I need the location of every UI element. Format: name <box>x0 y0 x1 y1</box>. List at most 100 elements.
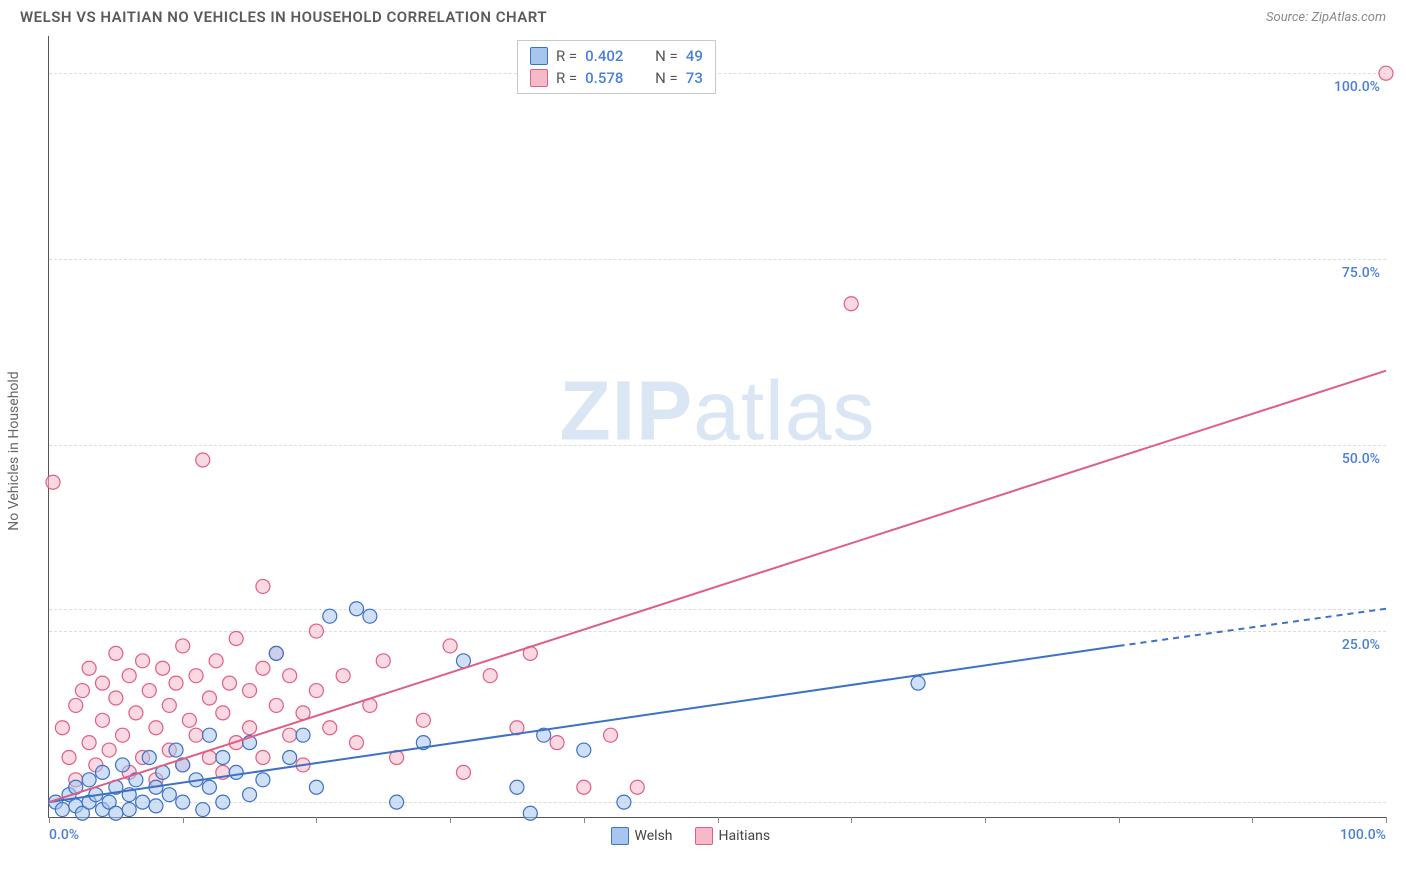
data-point-haitians <box>376 654 390 668</box>
data-point-haitians <box>196 453 210 467</box>
x-tick <box>1386 817 1387 823</box>
data-point-haitians <box>577 780 591 794</box>
trend-line-welsh <box>49 646 1119 802</box>
data-point-haitians <box>309 684 323 698</box>
data-point-haitians <box>156 661 170 675</box>
data-point-haitians <box>256 661 270 675</box>
data-point-haitians <box>55 721 69 735</box>
stats-box: R = 0.402 N = 49 R = 0.578 N = 73 <box>517 40 716 94</box>
data-point-welsh <box>82 773 96 787</box>
x-tick <box>584 817 585 823</box>
data-point-welsh <box>323 609 337 623</box>
x-tick <box>183 817 184 823</box>
data-point-welsh <box>577 743 591 757</box>
data-point-welsh <box>243 788 257 802</box>
data-point-haitians <box>46 475 60 489</box>
data-point-haitians <box>202 691 216 705</box>
data-point-haitians <box>162 698 176 712</box>
data-point-welsh <box>202 728 216 742</box>
data-point-welsh <box>109 806 123 820</box>
data-point-welsh <box>283 750 297 764</box>
data-point-haitians <box>216 706 230 720</box>
data-point-welsh <box>456 654 470 668</box>
data-point-haitians <box>69 698 83 712</box>
data-point-haitians <box>95 676 109 690</box>
data-point-haitians <box>82 661 96 675</box>
data-point-haitians <box>109 691 123 705</box>
data-point-haitians <box>189 669 203 683</box>
x-tick-min: 0.0% <box>49 827 79 843</box>
data-point-haitians <box>62 750 76 764</box>
data-point-haitians <box>75 684 89 698</box>
data-point-welsh <box>136 795 150 809</box>
data-point-haitians <box>269 698 283 712</box>
x-tick <box>316 817 317 823</box>
data-point-welsh <box>95 765 109 779</box>
data-point-welsh <box>617 795 631 809</box>
data-point-haitians <box>116 728 130 742</box>
data-point-haitians <box>630 780 644 794</box>
data-point-haitians <box>109 646 123 660</box>
data-point-haitians <box>243 721 257 735</box>
legend-item-haitians: Haitians <box>695 827 771 845</box>
data-point-haitians <box>309 624 323 638</box>
data-point-haitians <box>844 297 858 311</box>
data-point-welsh <box>390 795 404 809</box>
chart-title: WELSH VS HAITIAN NO VEHICLES IN HOUSEHOL… <box>20 8 547 26</box>
data-point-haitians <box>142 684 156 698</box>
data-point-welsh <box>149 799 163 813</box>
data-point-welsh <box>176 795 190 809</box>
x-tick <box>450 817 451 823</box>
swatch-welsh <box>530 47 548 65</box>
scatter-layer <box>49 36 1386 817</box>
source-attribution: Source: ZipAtlas.com <box>1266 10 1386 25</box>
data-point-haitians <box>176 639 190 653</box>
data-point-haitians <box>222 676 236 690</box>
x-tick-max: 100.0% <box>1340 827 1386 843</box>
data-point-haitians <box>336 669 350 683</box>
data-point-haitians <box>550 736 564 750</box>
data-point-haitians <box>169 676 183 690</box>
data-point-haitians <box>256 579 270 593</box>
data-point-haitians <box>102 743 116 757</box>
data-point-welsh <box>55 803 69 817</box>
data-point-haitians <box>443 639 457 653</box>
stats-row-haitians: R = 0.578 N = 73 <box>530 67 703 89</box>
data-point-welsh <box>142 750 156 764</box>
data-point-haitians <box>149 721 163 735</box>
data-point-welsh <box>116 758 130 772</box>
stats-row-welsh: R = 0.402 N = 49 <box>530 45 703 67</box>
swatch-welsh <box>611 827 629 845</box>
data-point-welsh <box>510 780 524 794</box>
data-point-welsh <box>350 602 364 616</box>
data-point-welsh <box>296 728 310 742</box>
x-tick <box>718 817 719 823</box>
data-point-haitians <box>136 654 150 668</box>
data-point-haitians <box>1379 66 1393 80</box>
x-tick <box>1119 817 1120 823</box>
data-point-haitians <box>209 654 223 668</box>
data-point-haitians <box>229 631 243 645</box>
plot-area: ZIPatlas 25.0%50.0%75.0%100.0% R = 0.402… <box>48 36 1386 818</box>
data-point-haitians <box>189 728 203 742</box>
x-tick <box>851 817 852 823</box>
swatch-haitians <box>530 69 548 87</box>
x-tick <box>49 817 50 823</box>
x-tick <box>985 817 986 823</box>
data-point-haitians <box>129 706 143 720</box>
data-point-haitians <box>122 669 136 683</box>
data-point-haitians <box>456 765 470 779</box>
data-point-welsh <box>216 795 230 809</box>
data-point-welsh <box>202 780 216 794</box>
data-point-haitians <box>243 684 257 698</box>
data-point-haitians <box>256 750 270 764</box>
data-point-haitians <box>182 713 196 727</box>
data-point-haitians <box>82 736 96 750</box>
data-point-welsh <box>169 743 183 757</box>
data-point-haitians <box>350 736 364 750</box>
swatch-haitians <box>695 827 713 845</box>
data-point-haitians <box>416 713 430 727</box>
data-point-welsh <box>162 788 176 802</box>
trend-line-haitians <box>49 371 1386 802</box>
plot-container: No Vehicles in Household ZIPatlas 25.0%5… <box>20 36 1386 866</box>
